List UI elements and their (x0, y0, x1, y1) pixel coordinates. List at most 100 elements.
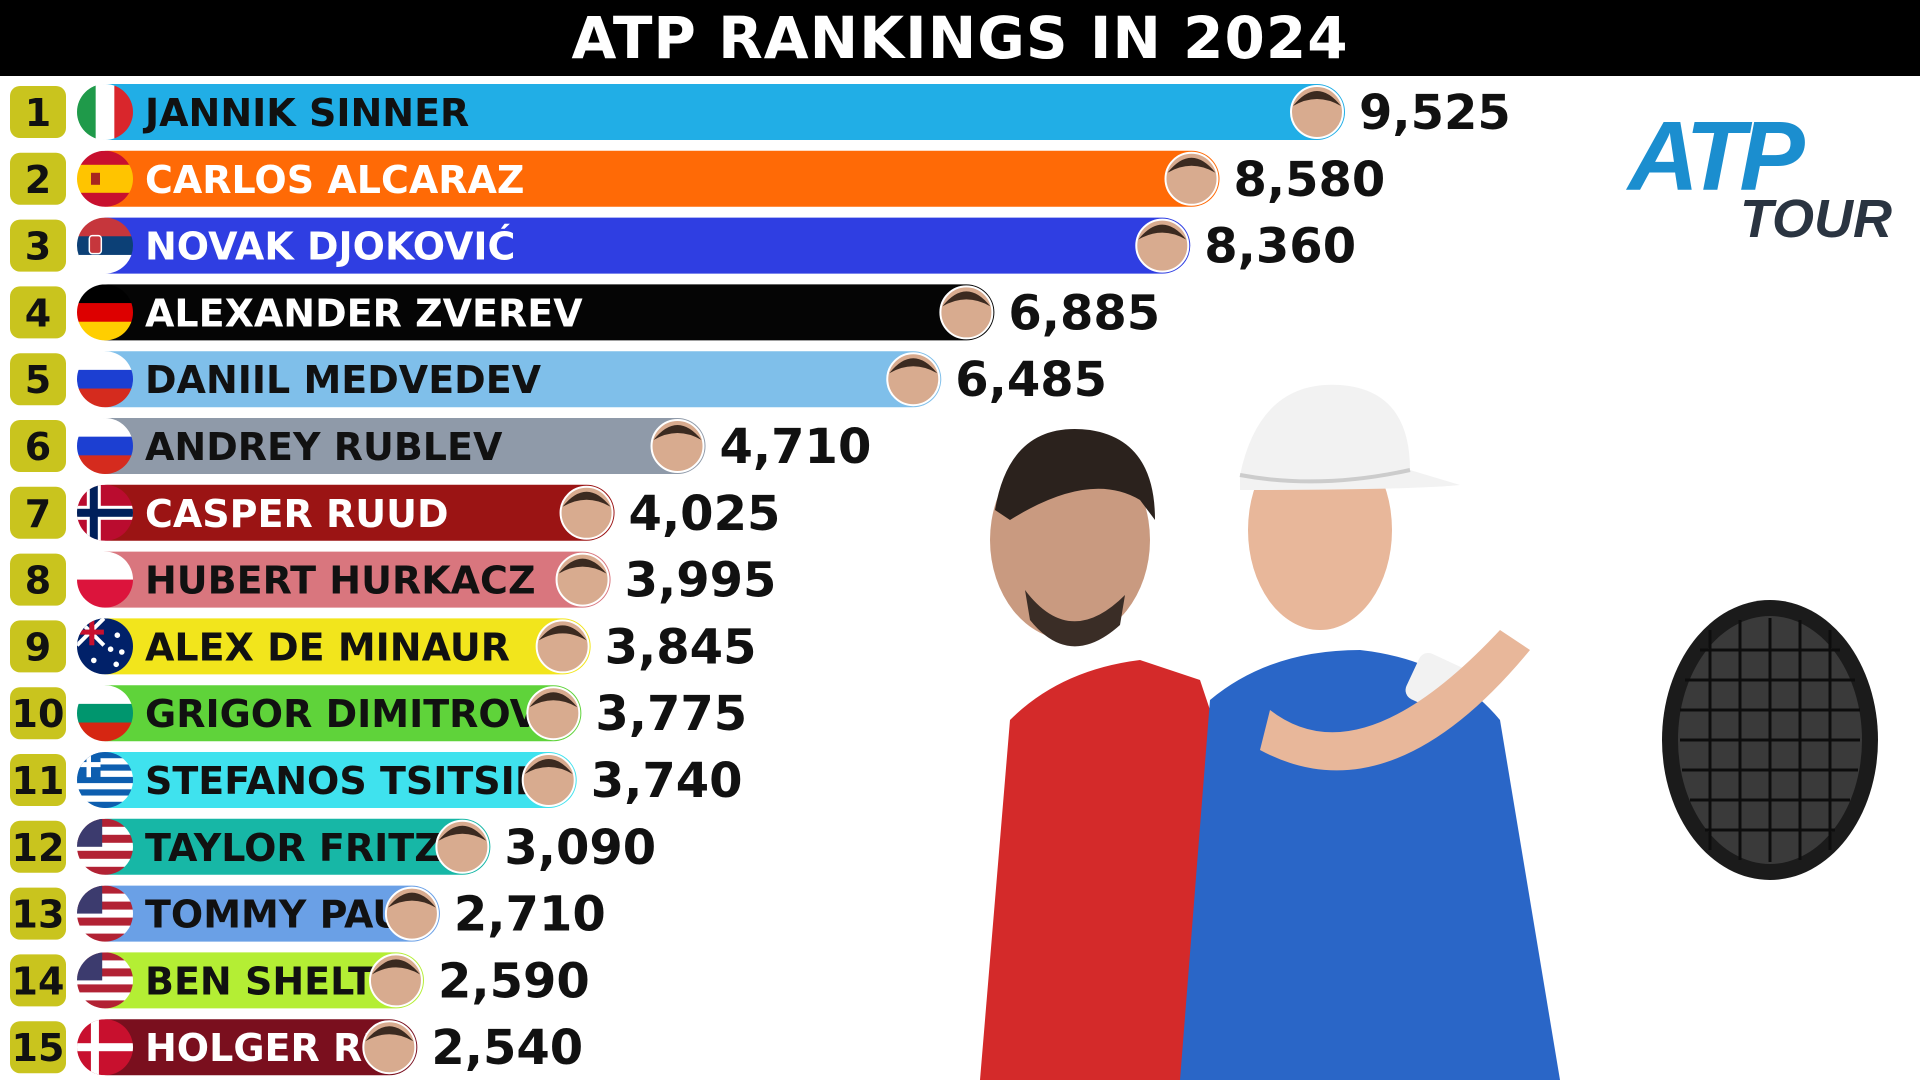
player-avatar (1290, 85, 1344, 139)
bar-row: 9 ALEX DE MINAUR 3,845 (10, 618, 756, 675)
rank-badge (10, 754, 66, 806)
bar (80, 84, 1345, 140)
germany-flag-icon (77, 284, 133, 341)
rank-label: 2 (25, 158, 51, 202)
value-label: 2,590 (438, 953, 590, 1009)
rank-label: 6 (25, 425, 51, 469)
player-name-label: ALEXANDER ZVEREV (145, 291, 583, 335)
rank-badge (10, 152, 66, 205)
bar (80, 685, 582, 742)
bar (80, 752, 577, 808)
value-label: 6,885 (1008, 285, 1160, 341)
rank-label: 14 (12, 959, 65, 1003)
player-name-label: ALEX DE MINAUR (145, 625, 510, 669)
player-name-label: STEFANOS TSITSIPAS (145, 759, 596, 803)
player-avatar (1135, 218, 1190, 273)
atp-tour-logo: ATP TOUR (1618, 100, 1898, 250)
bar-row: 2 CARLOS ALCARAZ 8,580 (10, 150, 1385, 208)
usa-flag-icon (77, 885, 133, 942)
rank-label: 13 (12, 893, 65, 937)
title-bar: ATP RANKINGS IN 2024 (0, 0, 1920, 76)
russia-flag-icon (77, 351, 133, 408)
bar (80, 952, 424, 1009)
player-avatar (435, 819, 490, 874)
bar (80, 150, 1220, 207)
value-label: 8,360 (1204, 219, 1356, 275)
player-name-label: HOLGER RUNE (145, 1026, 451, 1070)
player-avatar (535, 619, 590, 674)
value-label: 2,710 (454, 887, 606, 943)
player-avatar (526, 686, 581, 741)
value-label: 4,025 (629, 486, 781, 542)
player-avatar (886, 352, 941, 407)
rank-label: 9 (25, 625, 51, 669)
rank-badge (10, 486, 66, 539)
bar (80, 351, 942, 408)
player-name-label: GRIGOR DIMITROV (145, 692, 540, 736)
player-name-label: CASPER RUUD (145, 492, 448, 536)
bar-row: 10 GRIGOR DIMITROV 3,775 (10, 685, 747, 742)
player-name-label: JANNIK SINNER (142, 91, 469, 135)
player-name-label: ANDREY RUBLEV (145, 425, 503, 469)
bar (80, 551, 611, 608)
value-label: 3,090 (504, 820, 656, 876)
player-avatar (362, 1020, 417, 1075)
rank-badge (10, 219, 66, 272)
bar (80, 618, 591, 675)
denmark-flag-icon (77, 1019, 133, 1076)
rank-label: 12 (12, 826, 65, 870)
rank-badge (10, 887, 66, 940)
logo-tour-text: TOUR (1739, 189, 1892, 249)
player-avatar (384, 886, 439, 941)
player-name-label: CARLOS ALCARAZ (145, 158, 524, 202)
player-name-label: BEN SHELTON (145, 959, 438, 1003)
rank-badge (10, 620, 66, 673)
bar-row: 5 DANIIL MEDVEDEV 6,485 (10, 351, 1107, 408)
rank-badge (10, 820, 66, 873)
bar-row: 13 TOMMY PAUL 2,710 (10, 885, 606, 943)
bar-row: 8 HUBERT HURKACZ 3,995 (10, 551, 776, 609)
bar (80, 284, 995, 341)
usa-flag-icon (77, 818, 133, 875)
player-avatar (1164, 151, 1219, 206)
player-avatar (559, 485, 614, 540)
value-label: 3,775 (595, 686, 747, 742)
bar-row: 7 CASPER RUUD 4,025 (10, 484, 781, 542)
value-label: 3,740 (591, 753, 743, 809)
chart-title: ATP RANKINGS IN 2024 (571, 4, 1349, 72)
bar-row: 12 TAYLOR FRITZ 3,090 (10, 818, 656, 876)
rank-label: 4 (25, 291, 51, 335)
value-label: 2,540 (431, 1020, 583, 1076)
rank-label: 15 (12, 1026, 65, 1070)
rank-badge (10, 553, 66, 606)
italy-flag-icon (77, 84, 133, 140)
player-avatar (650, 419, 705, 473)
player-avatar (521, 753, 576, 807)
russia-flag-icon (77, 418, 133, 474)
tennis-racket-icon (1662, 600, 1878, 880)
value-label: 3,845 (605, 619, 757, 675)
bar (80, 1019, 418, 1076)
serbia-flag-icon (77, 217, 133, 274)
player-name-label: HUBERT HURKACZ (145, 559, 536, 603)
rank-label: 5 (25, 358, 51, 402)
rank-badge (10, 286, 66, 339)
logo-atp-text: ATP (1628, 101, 1805, 211)
bar-row: 14 BEN SHELTON 2,590 (10, 952, 590, 1009)
value-label: 4,710 (720, 419, 872, 475)
rank-badge (10, 1021, 66, 1074)
player-red-shirt (980, 429, 1240, 1080)
rank-label: 11 (12, 759, 65, 803)
norway-flag-icon (77, 484, 133, 541)
rank-badge (10, 420, 66, 472)
bar (80, 484, 615, 541)
player-avatar (555, 552, 610, 607)
rank-label: 3 (25, 225, 51, 269)
player-blue-shirt (1180, 384, 1560, 1080)
rank-label: 8 (25, 559, 51, 603)
value-label: 8,580 (1233, 152, 1385, 208)
rank-badge (10, 86, 66, 138)
